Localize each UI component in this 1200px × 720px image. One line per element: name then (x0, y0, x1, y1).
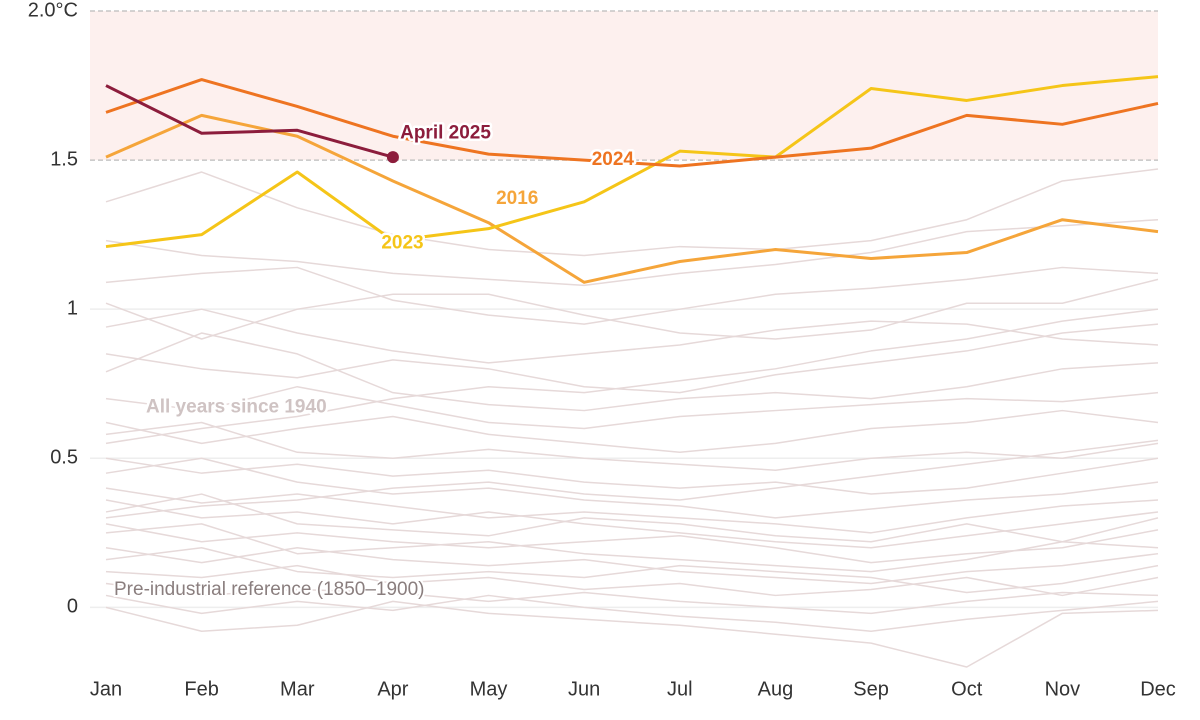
x-tick-label: Nov (1045, 678, 1081, 700)
series-label: April 2025 (400, 122, 491, 143)
series-label: 2016 (496, 188, 538, 209)
background-line (105, 457, 1159, 495)
background-line (105, 266, 1159, 325)
background-line (105, 168, 1159, 257)
background-line (105, 409, 1159, 454)
background-label: All years since 1940 (146, 397, 327, 418)
background-line (105, 523, 1159, 573)
series-line (105, 75, 1159, 249)
background-line (105, 493, 1159, 543)
background-line (105, 308, 1159, 364)
background-line (105, 218, 1159, 287)
threshold-band (90, 11, 1158, 161)
series-label: 2023 (381, 233, 423, 254)
background-line (105, 439, 1159, 519)
x-tick-label: Sep (853, 678, 889, 700)
background-line (105, 308, 1159, 445)
x-tick-label: Jan (90, 678, 122, 700)
background-line (105, 600, 1159, 668)
background-line (105, 546, 1159, 585)
x-tick-label: Jul (667, 678, 693, 700)
series-line (105, 78, 1159, 168)
background-line (105, 582, 1159, 615)
series-line (105, 113, 1159, 284)
x-tick-label: Dec (1140, 678, 1176, 700)
end-point (386, 151, 399, 164)
x-tick-label: Feb (184, 678, 218, 700)
x-tick-label: Jun (568, 678, 600, 700)
x-tick-label: Aug (758, 678, 794, 700)
background-line (105, 594, 1159, 632)
y-tick-label: 0 (67, 596, 78, 618)
y-tick-label: 2.0°C (28, 0, 78, 21)
background-line (105, 278, 1159, 340)
background-line (105, 457, 1159, 519)
x-tick-label: Mar (280, 678, 315, 700)
background-line (105, 523, 1159, 564)
background-line (105, 421, 1159, 471)
background-line (105, 323, 1159, 394)
y-tick-label: 1 (67, 297, 78, 319)
x-tick-label: Oct (951, 678, 983, 700)
x-tick-label: Apr (377, 678, 408, 700)
background-line (105, 385, 1159, 430)
background-line (105, 332, 1159, 412)
reference-label: Pre-industrial reference (1850–1900) (114, 579, 425, 600)
background-line (105, 487, 1159, 534)
series-line (105, 84, 394, 159)
y-tick-label: 0.5 (50, 447, 78, 469)
series-label: 2024 (592, 149, 635, 170)
y-tick-label: 1.5 (50, 148, 78, 170)
background-line (105, 564, 1159, 597)
background-line (105, 499, 1159, 549)
x-tick-label: May (470, 678, 508, 700)
